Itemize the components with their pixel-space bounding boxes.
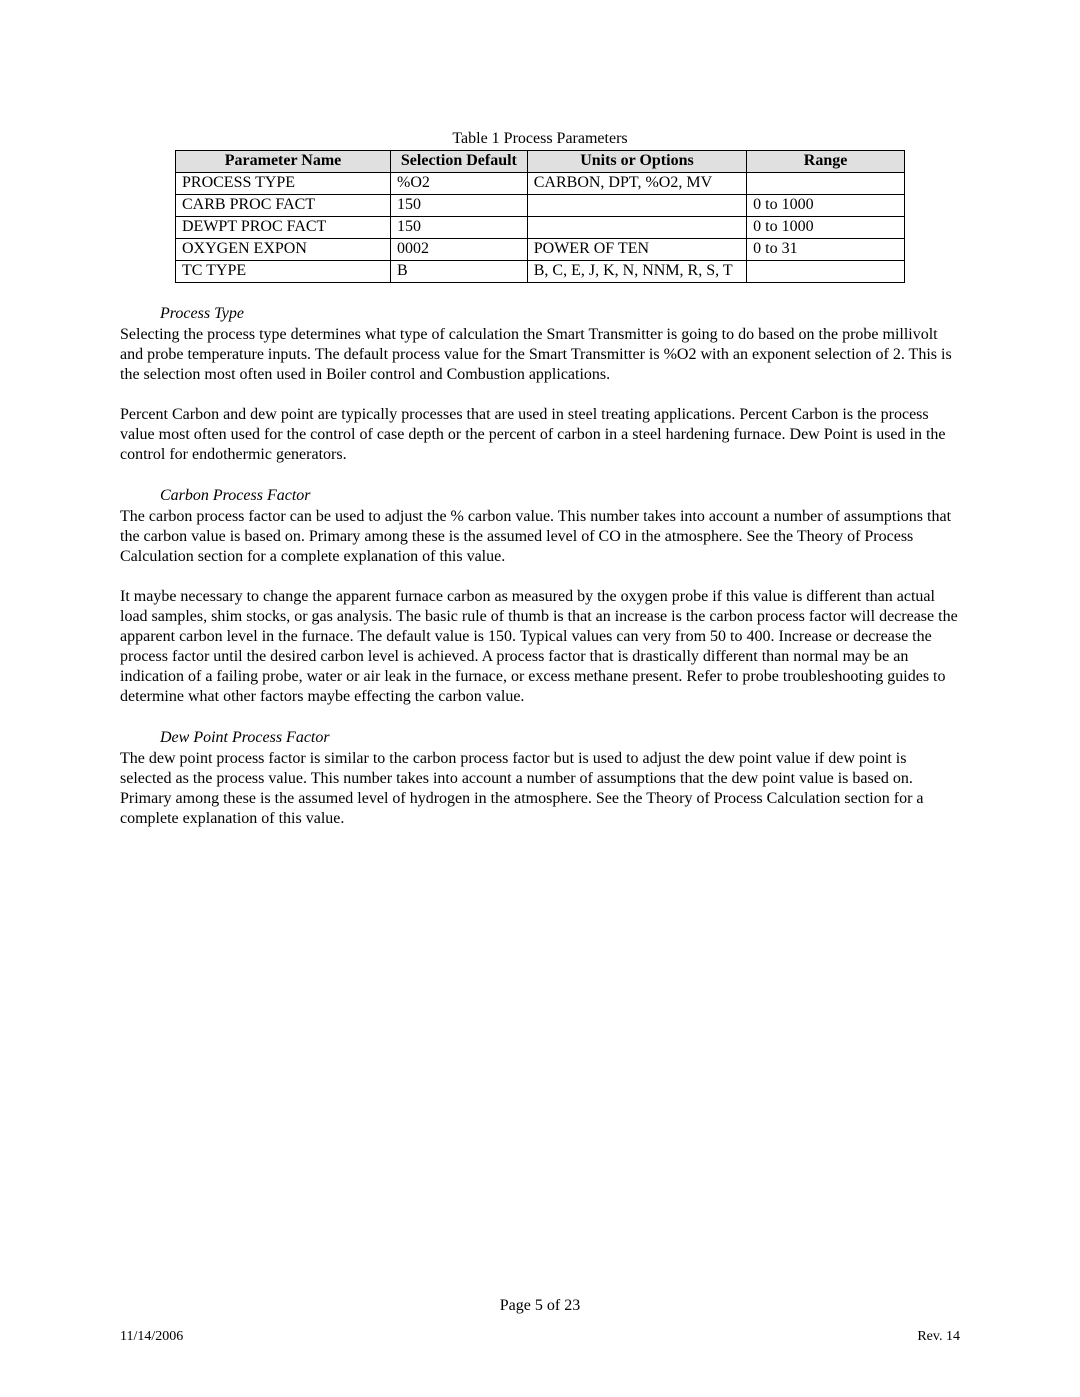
table-row: OXYGEN EXPON 0002 POWER OF TEN 0 to 31 [176, 239, 905, 261]
table-row: CARB PROC FACT 150 0 to 1000 [176, 195, 905, 217]
paragraph: It maybe necessary to change the apparen… [120, 587, 960, 707]
cell-name: TC TYPE [176, 261, 391, 283]
cell-selection: 150 [391, 217, 528, 239]
page: Table 1 Process Parameters Parameter Nam… [0, 0, 1080, 1397]
cell-units [527, 217, 746, 239]
heading-dew-point-process-factor: Dew Point Process Factor [160, 729, 960, 747]
table-row: PROCESS TYPE %O2 CARBON, DPT, %O2, MV [176, 173, 905, 195]
table-row: TC TYPE B B, C, E, J, K, N, NNM, R, S, T [176, 261, 905, 283]
cell-units: CARBON, DPT, %O2, MV [527, 173, 746, 195]
cell-units: POWER OF TEN [527, 239, 746, 261]
cell-range: 0 to 31 [747, 239, 905, 261]
cell-range: 0 to 1000 [747, 217, 905, 239]
cell-range [747, 173, 905, 195]
cell-name: OXYGEN EXPON [176, 239, 391, 261]
paragraph: Selecting the process type determines wh… [120, 325, 960, 385]
cell-selection: 0002 [391, 239, 528, 261]
cell-range: 0 to 1000 [747, 195, 905, 217]
table-row: DEWPT PROC FACT 150 0 to 1000 [176, 217, 905, 239]
header-units-or-options: Units or Options [527, 151, 746, 173]
paragraph: The carbon process factor can be used to… [120, 507, 960, 567]
footer-revision: Rev. 14 [917, 1329, 960, 1345]
cell-selection: 150 [391, 195, 528, 217]
header-parameter-name: Parameter Name [176, 151, 391, 173]
table-caption: Table 1 Process Parameters [120, 130, 960, 148]
page-number: Page 5 of 23 [120, 1297, 960, 1315]
cell-units [527, 195, 746, 217]
table-header-row: Parameter Name Selection Default Units o… [176, 151, 905, 173]
paragraph: The dew point process factor is similar … [120, 749, 960, 829]
footer-date: 11/14/2006 [120, 1329, 183, 1345]
heading-carbon-process-factor: Carbon Process Factor [160, 487, 960, 505]
page-footer: Page 5 of 23 11/14/2006 Rev. 14 [0, 1297, 1080, 1345]
cell-selection: %O2 [391, 173, 528, 195]
header-range: Range [747, 151, 905, 173]
cell-selection: B [391, 261, 528, 283]
cell-name: PROCESS TYPE [176, 173, 391, 195]
header-selection-default: Selection Default [391, 151, 528, 173]
cell-units: B, C, E, J, K, N, NNM, R, S, T [527, 261, 746, 283]
cell-range [747, 261, 905, 283]
paragraph: Percent Carbon and dew point are typical… [120, 405, 960, 465]
heading-process-type: Process Type [160, 305, 960, 323]
cell-name: DEWPT PROC FACT [176, 217, 391, 239]
process-parameters-table: Parameter Name Selection Default Units o… [175, 150, 905, 283]
cell-name: CARB PROC FACT [176, 195, 391, 217]
